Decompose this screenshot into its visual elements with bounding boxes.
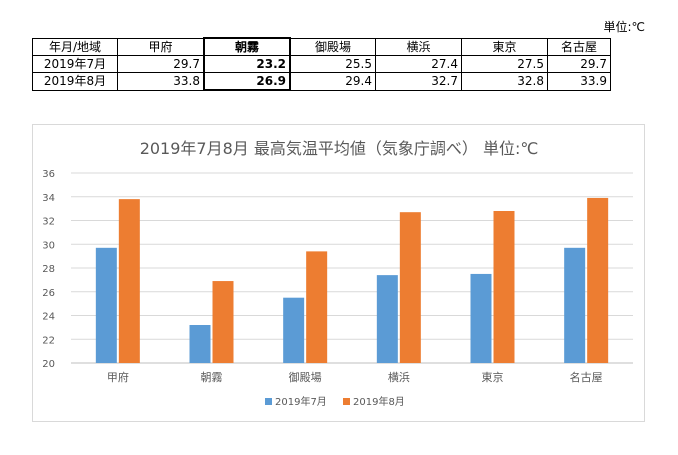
x-tick-label: 横浜 <box>388 370 410 384</box>
bar-july-0[interactable] <box>95 247 117 363</box>
header-cell-nagoya: 名古屋 <box>547 37 611 56</box>
y-tick-label: 20 <box>42 359 55 370</box>
header-cell-tokyo: 東京 <box>461 37 548 56</box>
legend: 2019年7月 2019年8月 <box>265 395 405 408</box>
bar-august-2[interactable] <box>306 251 328 363</box>
table-cell: 25.5 <box>289 55 376 73</box>
x-tick-label: 御殿場 <box>289 370 322 384</box>
table-cell: 32.8 <box>461 72 548 91</box>
bar-august-1[interactable] <box>212 281 234 363</box>
legend-label: 2019年8月 <box>353 395 405 408</box>
table-cell: 23.2 <box>203 55 291 73</box>
y-tick-label: 34 <box>42 193 55 204</box>
table-row: 2019年8月 33.8 26.9 29.4 32.7 32.8 33.9 <box>32 72 611 91</box>
legend-swatch <box>343 398 350 405</box>
table-cell: 29.4 <box>289 72 376 91</box>
table-cell: 29.7 <box>117 55 205 73</box>
row-label: 2019年7月 <box>32 55 118 73</box>
unit-label: 単位:℃ <box>603 20 645 34</box>
axis-labels: 20 22 24 26 28 30 32 34 36 甲府 朝霧 御殿場 横浜 東京 名古屋 <box>42 169 602 384</box>
y-tick-label: 36 <box>42 169 55 180</box>
bar-july-1[interactable] <box>189 325 211 363</box>
gridlines <box>71 172 633 364</box>
chart-title: 2019年7月8月 最高気温平均値（気象庁調べ） 単位:℃ <box>140 139 539 158</box>
x-tick-label: 甲府 <box>107 370 129 384</box>
x-tick-label: 名古屋 <box>570 370 603 384</box>
table-cell: 29.7 <box>547 55 611 73</box>
temperature-table: 年月/地域 甲府 朝霧 御殿場 横浜 東京 名古屋 2019年7月 29.7 2… <box>32 37 611 91</box>
table-cell: 27.4 <box>375 55 462 73</box>
header-cell-kofu: 甲府 <box>117 37 205 56</box>
bar-chart[interactable]: 2019年7月8月 最高気温平均値（気象庁調べ） 単位:℃ 20 22 24 26 28… <box>32 124 645 422</box>
bar-july-4[interactable] <box>470 273 492 363</box>
y-tick-label: 28 <box>42 264 55 275</box>
bar-august-5[interactable] <box>587 197 609 363</box>
header-cell-gotemba: 御殿場 <box>289 37 376 56</box>
x-tick-label: 東京 <box>482 370 504 384</box>
bars <box>95 197 609 363</box>
bar-july-2[interactable] <box>283 297 305 363</box>
y-tick-label: 30 <box>42 240 55 251</box>
table-cell: 33.9 <box>547 72 611 91</box>
header-cell-asagiri: 朝霧 <box>203 37 291 56</box>
bar-july-3[interactable] <box>376 275 398 363</box>
chart-canvas: 2019年7月8月 最高気温平均値（気象庁調べ） 単位:℃ 20 22 24 26 28… <box>42 139 633 408</box>
bar-august-3[interactable] <box>399 212 421 363</box>
legend-label: 2019年7月 <box>275 395 327 408</box>
table-cell: 27.5 <box>461 55 548 73</box>
table-cell: 32.7 <box>375 72 462 91</box>
bar-august-0[interactable] <box>118 199 140 363</box>
legend-swatch <box>265 398 272 405</box>
bar-july-5[interactable] <box>564 247 586 363</box>
y-tick-label: 22 <box>42 335 55 346</box>
bar-august-4[interactable] <box>493 211 515 363</box>
y-tick-label: 26 <box>42 288 55 299</box>
table-cell: 33.8 <box>117 72 205 91</box>
row-label: 2019年8月 <box>32 72 118 91</box>
y-tick-label: 24 <box>42 312 55 323</box>
x-tick-label: 朝霧 <box>201 371 223 384</box>
header-cell-yokohama: 横浜 <box>375 37 462 56</box>
table-row: 2019年7月 29.7 23.2 25.5 27.4 27.5 29.7 <box>32 55 611 73</box>
table-cell: 26.9 <box>203 72 291 91</box>
table-header-row: 年月/地域 甲府 朝霧 御殿場 横浜 東京 名古屋 <box>32 37 611 56</box>
header-cell-period: 年月/地域 <box>32 37 118 56</box>
y-tick-label: 32 <box>42 217 55 228</box>
